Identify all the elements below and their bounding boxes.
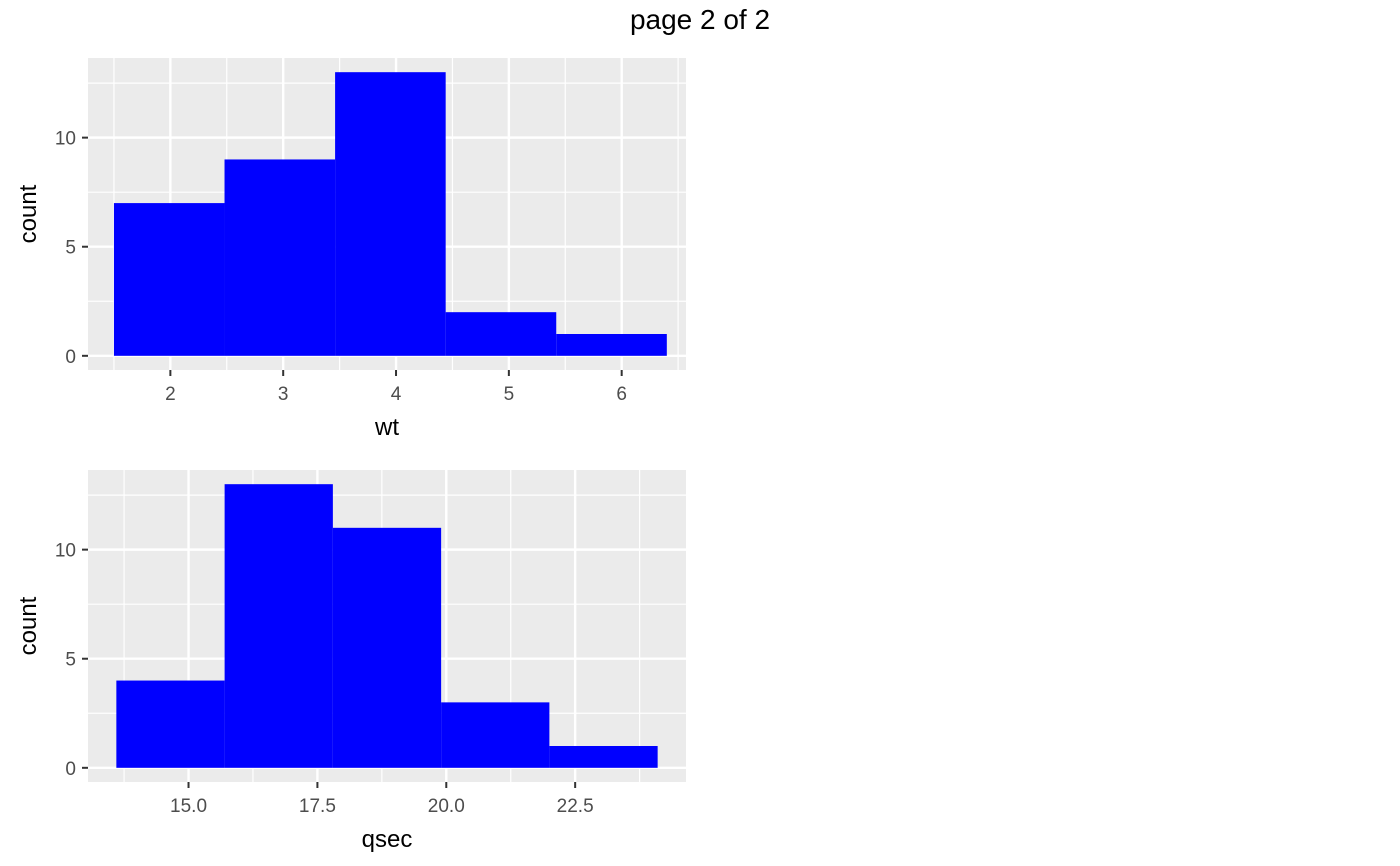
histogram-bar <box>332 527 442 768</box>
y-tick-label: 0 <box>65 759 76 780</box>
page-title: page 2 of 2 <box>629 4 771 35</box>
x-axis-title: wt <box>374 414 399 441</box>
histogram-bar <box>224 159 336 356</box>
x-tick-label: 22.5 <box>557 796 594 817</box>
y-axis-title: count <box>15 184 42 243</box>
y-tick-label: 5 <box>65 650 76 671</box>
histogram-0: 2 3 4 5 6 0 5 10 wt count <box>15 58 686 441</box>
x-tick-label: 3 <box>278 384 289 405</box>
histogram-bar <box>116 680 225 768</box>
x-axis-title: qsec <box>362 826 413 853</box>
y-tick-label: 5 <box>65 238 76 259</box>
x-tick-label: 2 <box>165 384 176 405</box>
x-tick-label: 17.5 <box>299 796 336 817</box>
y-tick-label: 0 <box>65 347 76 368</box>
x-tick-label: 20.0 <box>428 796 465 817</box>
y-tick-label: 10 <box>55 541 76 562</box>
y-axis-title: count <box>15 596 42 655</box>
histogram-bar <box>335 72 446 356</box>
histogram-bar <box>556 334 667 356</box>
histogram-1: 15.0 17.5 20.0 22.5 0 5 10 qsec count <box>15 470 686 853</box>
histogram-bar <box>549 746 658 768</box>
histogram-bar <box>445 312 557 356</box>
x-tick-label: 15.0 <box>170 796 207 817</box>
x-tick-label: 5 <box>504 384 515 405</box>
histogram-bar <box>441 702 550 768</box>
x-tick-label: 6 <box>616 384 627 405</box>
histogram-bar <box>113 203 225 356</box>
x-tick-label: 4 <box>391 384 402 405</box>
y-tick-label: 10 <box>55 129 76 150</box>
histogram-bar <box>224 484 333 768</box>
